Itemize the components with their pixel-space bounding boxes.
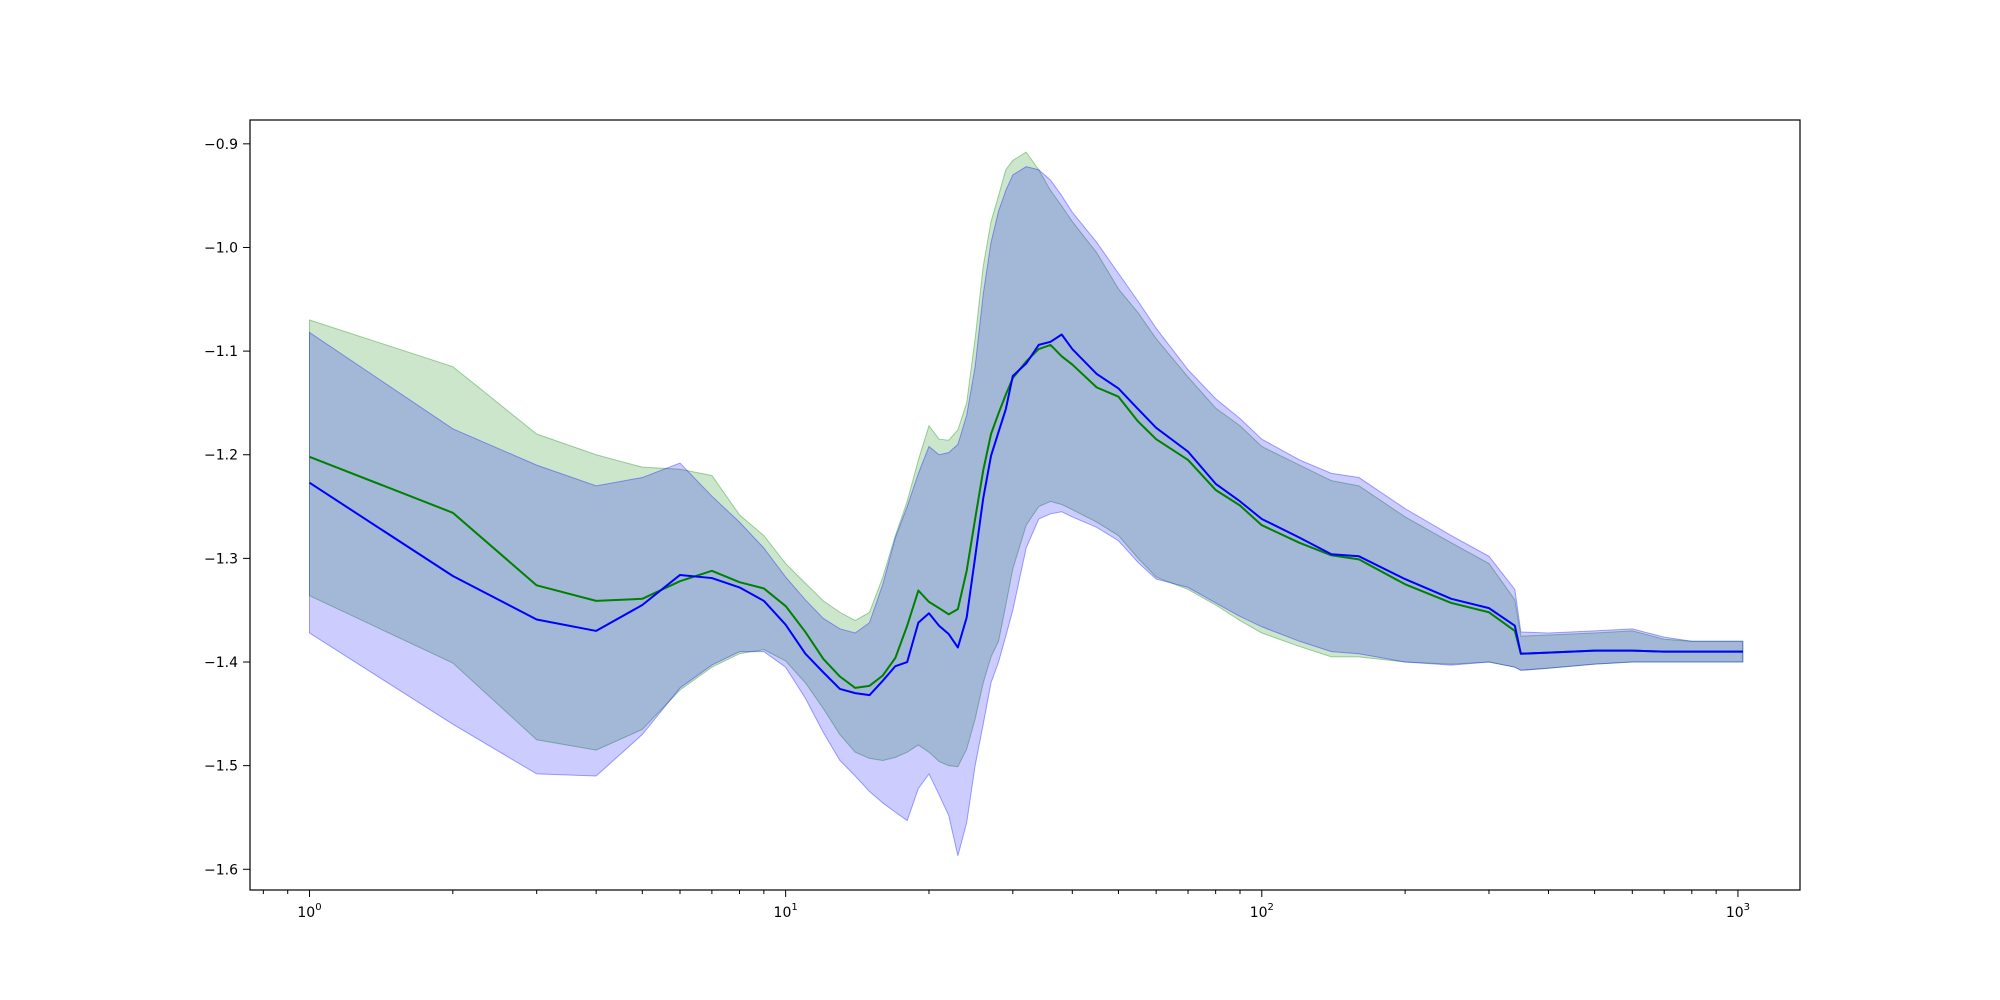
confidence-bands xyxy=(308,151,1744,856)
y-tick-label: −1.3 xyxy=(204,551,238,567)
x-tick-label: 100 xyxy=(297,902,321,921)
confidence-band-1 xyxy=(308,166,1744,856)
confidence-band-0 xyxy=(308,151,1744,768)
series-lines xyxy=(308,333,1743,697)
y-tick-label: −1.0 xyxy=(204,240,238,256)
plot-frame xyxy=(249,119,1801,891)
x-tick-label: 101 xyxy=(774,902,798,921)
y-tick-label: −1.6 xyxy=(204,862,238,878)
x-tick-label: 102 xyxy=(1250,902,1274,921)
y-tick-label: −1.1 xyxy=(204,344,238,360)
x-tick-label: 103 xyxy=(1726,902,1750,921)
y-axis: −0.9 −1.0 −1.1 −1.2 −1.3 −1.4 −1.5 −1.6 xyxy=(204,137,250,878)
series-line-0 xyxy=(309,343,1743,689)
x-axis: 100 101 102 103 xyxy=(262,890,1750,921)
y-tick-label: −1.2 xyxy=(204,448,238,464)
y-tick-label: −1.4 xyxy=(204,655,238,671)
y-tick-label: −0.9 xyxy=(204,137,238,153)
series-line-1 xyxy=(308,333,1743,697)
y-tick-label: −1.5 xyxy=(204,759,238,775)
